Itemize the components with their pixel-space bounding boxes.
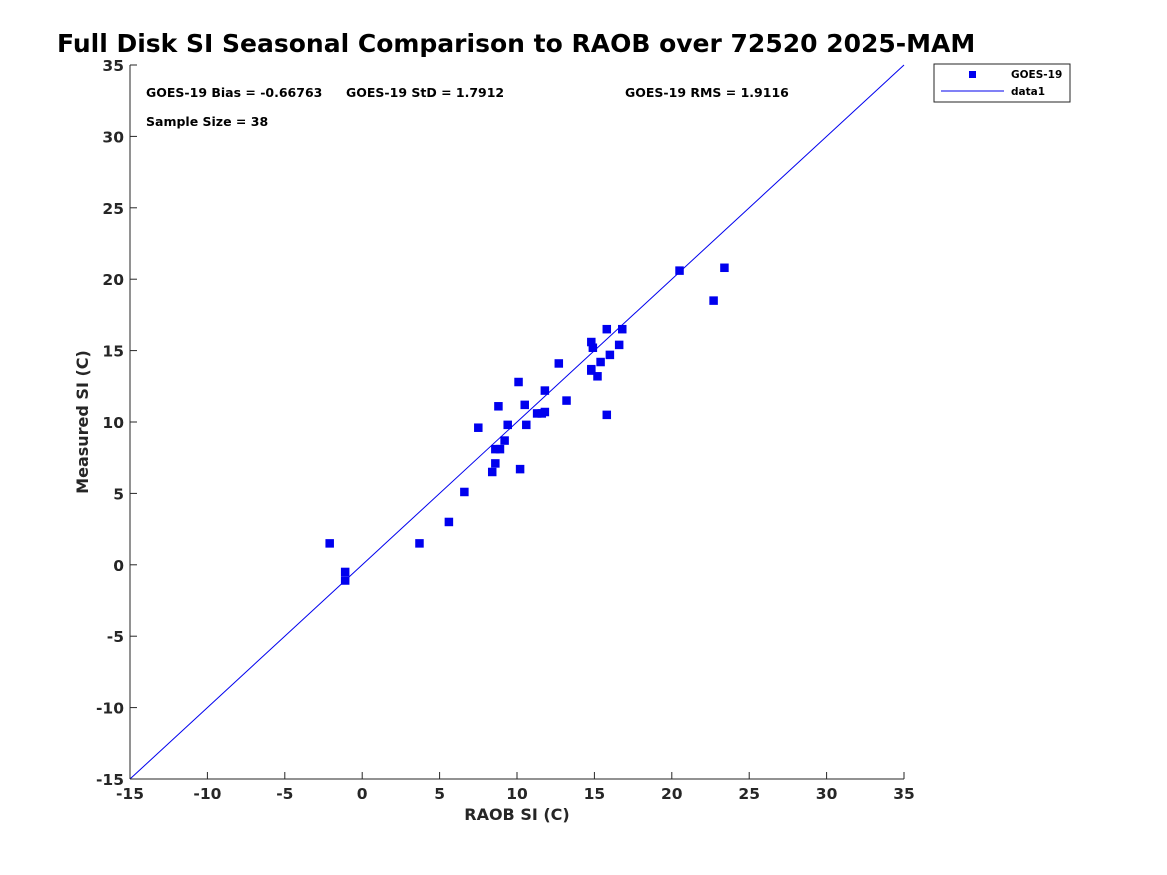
data-point bbox=[587, 366, 596, 375]
std-annotation: GOES-19 StD = 1.7912 bbox=[346, 85, 504, 100]
data-point bbox=[495, 444, 505, 454]
data-point bbox=[491, 459, 500, 468]
y-tick-label: 25 bbox=[102, 200, 124, 218]
data-point bbox=[602, 410, 612, 420]
legend-box bbox=[933, 63, 1071, 103]
data-point bbox=[474, 423, 483, 432]
data-point bbox=[520, 400, 529, 410]
data-point bbox=[415, 539, 424, 548]
x-tick-label: 10 bbox=[506, 785, 528, 803]
legend-marker-goes19 bbox=[969, 71, 976, 78]
plot-area bbox=[129, 64, 905, 780]
y-tick-label: -5 bbox=[107, 628, 124, 646]
x-tick-label: 35 bbox=[893, 785, 915, 803]
series-line-data1 bbox=[129, 64, 905, 780]
data-point bbox=[720, 263, 729, 273]
y-tick-label: -15 bbox=[96, 771, 124, 789]
bias-annotation: GOES-19 Bias = -0.66763 bbox=[146, 85, 322, 100]
data-point bbox=[593, 372, 602, 381]
y-axis-label: Measured SI (C) bbox=[73, 350, 92, 494]
data-point bbox=[325, 539, 334, 548]
x-tick-label: 15 bbox=[584, 785, 606, 803]
legend: GOES-19 data1 bbox=[933, 63, 1071, 103]
data-point bbox=[340, 576, 350, 585]
x-tick-label: -15 bbox=[116, 785, 144, 803]
data-point bbox=[491, 444, 500, 454]
data-point bbox=[587, 337, 596, 347]
x-tick-label: 5 bbox=[434, 785, 445, 803]
data-point bbox=[515, 464, 525, 474]
data-point bbox=[494, 402, 503, 411]
x-tick-label: -10 bbox=[193, 785, 221, 803]
data-point bbox=[532, 409, 542, 418]
data-point bbox=[554, 359, 564, 368]
data-point bbox=[460, 487, 469, 497]
y-tick-label: 5 bbox=[113, 485, 124, 503]
y-tick-label: -10 bbox=[96, 700, 124, 718]
data-point bbox=[522, 420, 531, 430]
data-point bbox=[675, 266, 684, 275]
y-axis-ticks: 35 30 25 20 15 10 5 0 -5 -10 -15 bbox=[96, 57, 137, 789]
y-tick-label: 20 bbox=[102, 271, 124, 289]
x-tick-label: 0 bbox=[357, 785, 368, 803]
x-tick-label: 20 bbox=[661, 785, 683, 803]
data-point bbox=[514, 377, 523, 387]
x-axis-ticks: -15 -10 -5 0 5 10 15 20 25 30 35 bbox=[116, 772, 915, 803]
y-tick-label: 30 bbox=[102, 128, 124, 146]
data-point bbox=[618, 324, 627, 334]
data-point bbox=[540, 407, 550, 417]
data-point bbox=[602, 324, 612, 334]
data-point bbox=[487, 467, 497, 477]
data-point bbox=[540, 386, 550, 395]
data-point bbox=[500, 436, 509, 445]
data-point bbox=[444, 517, 454, 527]
legend-label-goes19: GOES-19 bbox=[1011, 69, 1062, 81]
data-point bbox=[605, 350, 615, 360]
x-tick-label: 25 bbox=[738, 785, 760, 803]
chart-title: Full Disk SI Seasonal Comparison to RAOB… bbox=[57, 29, 975, 58]
y-tick-label: 0 bbox=[113, 557, 124, 575]
y-tick-label: 35 bbox=[102, 57, 124, 75]
x-tick-label: -5 bbox=[276, 785, 293, 803]
y-tick-label: 15 bbox=[102, 343, 124, 361]
legend-label-data1: data1 bbox=[1011, 86, 1045, 98]
data-point bbox=[340, 567, 350, 577]
x-axis-label: RAOB SI (C) bbox=[464, 805, 569, 824]
y-tick-label: 10 bbox=[102, 414, 124, 432]
data-point bbox=[709, 296, 718, 305]
data-point bbox=[562, 396, 571, 405]
data-point bbox=[614, 340, 624, 350]
rms-annotation: GOES-19 RMS = 1.9116 bbox=[625, 85, 789, 100]
sample-size-annotation: Sample Size = 38 bbox=[146, 114, 268, 129]
x-tick-label: 30 bbox=[816, 785, 838, 803]
data-point bbox=[588, 343, 598, 352]
data-point bbox=[596, 357, 605, 367]
data-point bbox=[503, 420, 512, 430]
